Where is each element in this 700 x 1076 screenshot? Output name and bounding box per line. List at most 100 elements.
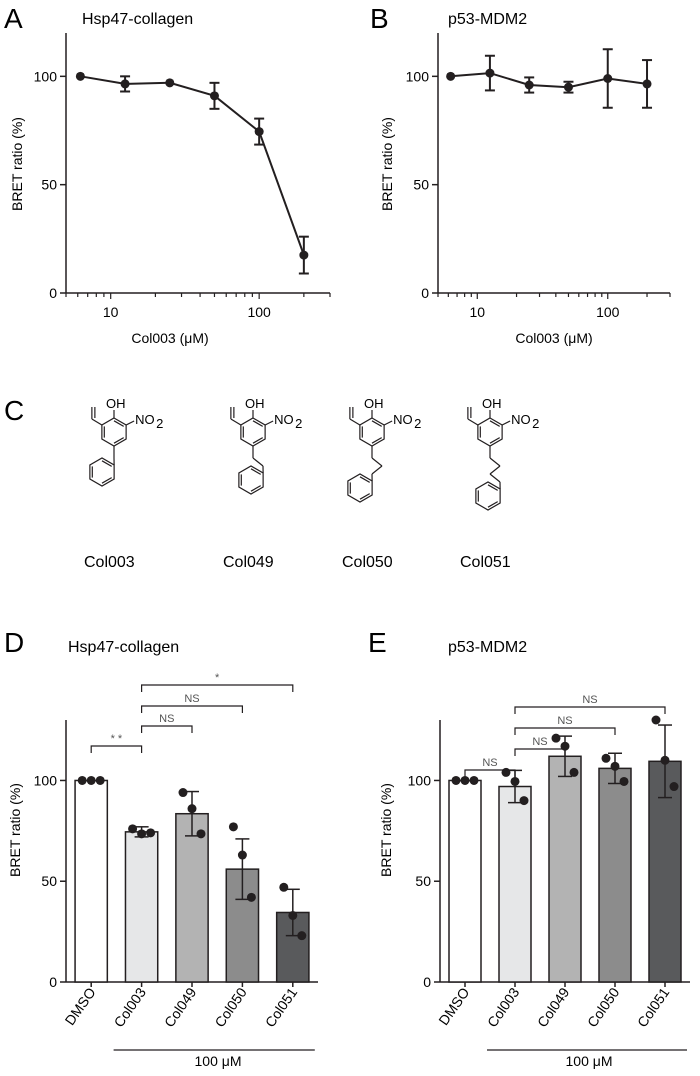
chart-a-y-tick-label: 0 bbox=[49, 285, 57, 301]
chart-e-ylabel: BRET ratio (%) bbox=[378, 783, 394, 877]
bond bbox=[467, 418, 479, 426]
chart-a-data-point bbox=[75, 71, 85, 81]
hydroxyl-label: OH bbox=[482, 396, 502, 411]
chart-e-replicate-point bbox=[501, 767, 511, 777]
chart-b-y-tick-label: 0 bbox=[421, 285, 429, 301]
chart-e-bar bbox=[648, 760, 682, 983]
chart-e-significance-label: NS bbox=[582, 694, 597, 706]
chart-d-significance-bracket bbox=[90, 745, 143, 753]
chart-e-bar bbox=[548, 755, 582, 983]
compound-label: Col051 bbox=[460, 554, 511, 571]
chart-b-title: p53-MDM2 bbox=[448, 11, 527, 28]
bond bbox=[501, 420, 511, 426]
phenyl-ring-double-bond bbox=[487, 484, 498, 491]
chart-a-xlabel: Col003 (μM) bbox=[131, 330, 208, 346]
phenyl-ring-double-bond bbox=[250, 485, 261, 492]
chart-d-significance-bracket bbox=[141, 725, 193, 733]
nitro-subscript: 2 bbox=[532, 416, 539, 431]
chart-e-bar bbox=[448, 779, 482, 983]
chart-b-data-point bbox=[446, 71, 456, 81]
phenyl-ring-double-bond bbox=[101, 460, 112, 467]
chart-d-significance-label: * * bbox=[111, 733, 123, 745]
compound-label: Col050 bbox=[342, 554, 393, 571]
chain-bond bbox=[489, 457, 501, 467]
phenyl-ring bbox=[238, 465, 264, 495]
chart-e-significance-label: NS bbox=[557, 715, 572, 727]
chart-a-data-point bbox=[165, 78, 175, 88]
chart-e-x-tick-label: Col051 bbox=[634, 984, 673, 1030]
aromatic-ring bbox=[477, 417, 503, 447]
chain-bond bbox=[489, 473, 501, 483]
chart-d-replicate-point bbox=[128, 824, 138, 834]
chart-b-ylabel: BRET ratio (%) bbox=[379, 117, 395, 211]
bond bbox=[91, 418, 103, 426]
chart-d-replicate-point bbox=[297, 931, 307, 941]
chart-e-replicate-point bbox=[510, 776, 520, 786]
bond bbox=[264, 420, 274, 426]
chart-d-replicate-point bbox=[178, 788, 188, 798]
chart-d: Hsp47-collagen BRET ratio (%) 100 μM 0 50… bbox=[7, 639, 318, 1069]
aromatic-ring bbox=[240, 417, 266, 447]
phenyl-ring-double-bond bbox=[250, 468, 261, 475]
panel-letter-e: E bbox=[368, 627, 387, 658]
chart-e-replicate-point bbox=[651, 715, 661, 725]
chart-d-significance-label: * bbox=[215, 672, 220, 684]
chart-a-data-point bbox=[209, 91, 219, 101]
phenyl-ring bbox=[347, 473, 373, 503]
chart-d-x-tick-label: Col049 bbox=[161, 984, 200, 1030]
chart-b-data-point bbox=[642, 79, 652, 89]
nitro-subscript: 2 bbox=[414, 416, 421, 431]
chart-d-group-label: 100 μM bbox=[195, 1053, 242, 1069]
chart-d-replicate-point bbox=[196, 829, 206, 839]
chart-a-x-tick-label: 100 bbox=[247, 304, 271, 320]
chart-d-bar bbox=[175, 812, 209, 983]
chart-d-replicate-point bbox=[137, 829, 147, 839]
chart-e-title: p53-MDM2 bbox=[448, 639, 527, 656]
chart-d-significance-bracket bbox=[141, 684, 294, 692]
phenyl-ring-double-bond bbox=[359, 493, 370, 500]
chart-a-title: Hsp47-collagen bbox=[82, 11, 193, 28]
aromatic-ring-double-bond bbox=[252, 437, 263, 444]
phenyl-ring bbox=[89, 457, 115, 487]
nitro-label: NO bbox=[393, 412, 413, 427]
chart-d-replicate-point bbox=[228, 822, 238, 832]
chart-d-replicate-point bbox=[237, 850, 247, 860]
nitro-subscript: 2 bbox=[156, 416, 163, 431]
chart-d-title: Hsp47-collagen bbox=[68, 639, 179, 656]
nitro-label: NO bbox=[274, 412, 294, 427]
chart-b-data-point bbox=[524, 80, 534, 90]
chart-b-xlabel: Col003 (μM) bbox=[515, 330, 592, 346]
chart-b-y-tick-label: 50 bbox=[413, 177, 429, 193]
chart-e-replicate-point bbox=[619, 776, 629, 786]
chart-d-replicate-point bbox=[77, 775, 87, 785]
phenyl-ring bbox=[475, 481, 501, 511]
chart-a-series-line bbox=[80, 75, 305, 256]
chart-e-y-tick-label: 50 bbox=[415, 873, 431, 889]
nitro-label: NO bbox=[135, 412, 155, 427]
chart-e-significance-bracket bbox=[464, 769, 516, 777]
chart-e-y-tick-label: 0 bbox=[423, 974, 431, 990]
chart-d-x-tick-label: DMSO bbox=[61, 984, 98, 1028]
chart-e-significance-bracket bbox=[514, 706, 666, 714]
chart-e-significance-label: NS bbox=[532, 736, 547, 748]
aromatic-ring bbox=[101, 417, 127, 447]
chart-e: p53-MDM2 BRET ratio (%) 100 μM 0 50 100 DMS… bbox=[378, 639, 690, 1069]
chart-a-x-tick-label: 10 bbox=[103, 304, 119, 320]
bond bbox=[230, 418, 242, 426]
chart-e-x-tick-label: Col049 bbox=[534, 984, 573, 1030]
aromatic-ring-double-bond bbox=[371, 420, 382, 427]
chart-b-data-point bbox=[563, 82, 573, 92]
chart-d-replicate-point bbox=[279, 882, 289, 892]
nitro-subscript: 2 bbox=[295, 416, 302, 431]
chart-d-x-tick-label: Col051 bbox=[262, 984, 301, 1030]
hydroxyl-label: OH bbox=[364, 396, 384, 411]
aromatic-ring-double-bond bbox=[113, 437, 124, 444]
bond bbox=[125, 420, 135, 426]
chart-b: p53-MDM2 Col003 (μM) BRET ratio (%) 0 50 1… bbox=[379, 11, 671, 346]
chart-a-data-point bbox=[120, 79, 130, 89]
chart-e-replicate-point bbox=[610, 761, 620, 771]
chart-e-significance-label: NS bbox=[482, 757, 497, 769]
chart-e-x-tick-label: Col050 bbox=[584, 984, 623, 1030]
